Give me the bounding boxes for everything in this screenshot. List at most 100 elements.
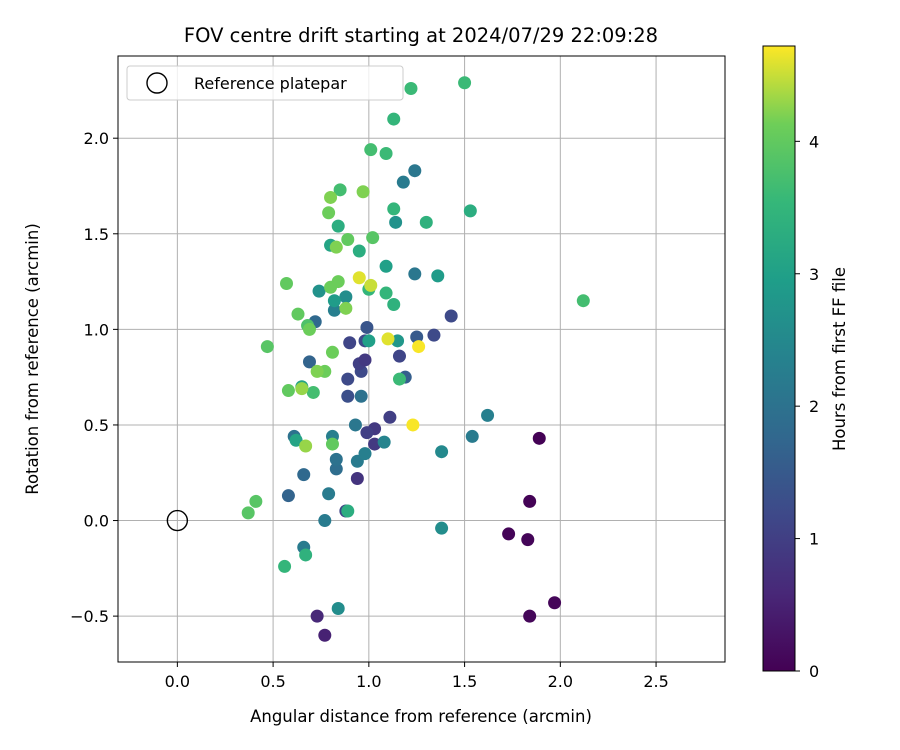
data-point (281, 489, 295, 503)
y-axis-label: Rotation from reference (arcmin) (23, 223, 42, 495)
data-point (383, 410, 397, 424)
data-point (299, 548, 313, 562)
data-point (392, 372, 406, 386)
colorbar: 0 1 2 3 4 Hours from first FF file (762, 45, 849, 681)
data-point (352, 271, 366, 285)
data-point (521, 533, 535, 547)
data-point (327, 294, 341, 308)
data-point (548, 596, 562, 610)
data-point (362, 334, 376, 348)
data-point (435, 521, 449, 535)
data-point (379, 286, 393, 300)
colorbar-tick-label: 2 (809, 397, 819, 416)
data-point (318, 628, 332, 642)
x-axis-label: Angular distance from reference (arcmin) (250, 707, 592, 726)
plot-area (118, 56, 725, 662)
data-point (392, 349, 406, 363)
data-point (341, 504, 355, 518)
data-point (387, 202, 401, 216)
legend-reference-marker (146, 72, 168, 94)
data-point (341, 372, 355, 386)
data-point (327, 303, 341, 317)
data-point (352, 244, 366, 258)
colorbar-tick-label: 0 (809, 662, 819, 681)
data-point (408, 164, 422, 178)
y-tick-label: 1.5 (84, 225, 109, 244)
data-point (406, 418, 420, 432)
data-point (532, 431, 546, 445)
data-point (322, 487, 336, 501)
grid (118, 56, 725, 662)
y-tick-label: 0.0 (84, 512, 109, 531)
data-point (310, 609, 324, 623)
colorbar-ticks: 0 1 2 3 4 (795, 132, 819, 681)
data-point (329, 452, 343, 466)
colorbar-tick-label: 4 (809, 132, 819, 151)
data-points (241, 76, 590, 642)
plot-frame (117, 55, 726, 663)
data-point (280, 276, 294, 290)
data-point (350, 471, 364, 485)
colorbar-tick-label: 1 (809, 530, 819, 549)
data-point (329, 462, 343, 476)
data-point (366, 231, 380, 245)
data-point (523, 494, 537, 508)
data-point (389, 215, 403, 229)
data-point (291, 307, 305, 321)
data-point (343, 336, 357, 350)
x-tick-label: 2.0 (548, 672, 573, 691)
x-tick-label: 0.5 (260, 672, 285, 691)
data-point (297, 468, 311, 482)
data-point (331, 601, 345, 615)
data-point (387, 112, 401, 126)
data-point (379, 146, 393, 160)
data-point (444, 309, 458, 323)
data-point (502, 527, 516, 541)
data-point (260, 340, 274, 354)
data-point (576, 294, 590, 308)
data-point (310, 364, 324, 378)
colorbar-gradient (762, 45, 796, 672)
data-point (379, 259, 393, 273)
y-tick-label: 2.0 (84, 129, 109, 148)
data-point (333, 183, 347, 197)
x-tick-label: 0.0 (165, 672, 190, 691)
data-point (289, 433, 303, 447)
data-point (278, 559, 292, 573)
data-point (356, 185, 370, 199)
data-point (341, 233, 355, 247)
data-point (295, 382, 309, 396)
x-axis-ticks: 0.0 0.5 1.0 1.5 2.0 2.5 (165, 662, 669, 691)
reference-marker (166, 509, 189, 532)
data-point (354, 389, 368, 403)
data-point (348, 418, 362, 432)
data-point (331, 275, 345, 289)
data-point (387, 298, 401, 312)
chart-title: FOV centre drift starting at 2024/07/29 … (184, 24, 658, 47)
data-point (419, 215, 433, 229)
data-point (249, 494, 263, 508)
data-point (364, 278, 378, 292)
x-tick-label: 1.0 (356, 672, 381, 691)
data-point (396, 175, 410, 189)
data-point (427, 328, 441, 342)
data-point (360, 426, 374, 440)
data-point (241, 506, 255, 520)
data-point (302, 355, 316, 369)
colorbar-label: Hours from first FF file (830, 267, 849, 451)
data-point (358, 447, 372, 461)
y-tick-label: 0.5 (84, 416, 109, 435)
data-point (364, 143, 378, 157)
legend: Reference platepar (126, 65, 404, 101)
data-point (431, 269, 445, 283)
colorbar-tick-label: 3 (809, 265, 819, 284)
data-point (465, 429, 479, 443)
y-tick-label: 1.0 (84, 320, 109, 339)
data-point (299, 439, 313, 453)
y-axis-ticks: −0.5 0.0 0.5 1.0 1.5 2.0 (70, 129, 118, 626)
data-point (339, 301, 353, 315)
data-point (331, 219, 345, 233)
data-point (325, 437, 339, 451)
data-point (318, 514, 332, 528)
